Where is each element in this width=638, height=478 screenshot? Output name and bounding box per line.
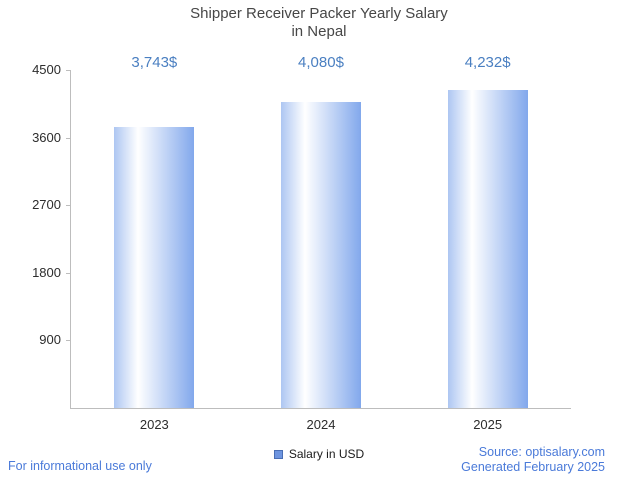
y-axis-tickmark bbox=[66, 205, 71, 207]
y-axis-label: 900 bbox=[39, 332, 61, 348]
legend-marker-icon bbox=[273, 449, 283, 459]
bar-2024 bbox=[281, 102, 361, 408]
y-axis-label: 2700 bbox=[32, 197, 61, 213]
y-axis-tickmark bbox=[66, 70, 71, 71]
x-axis-label: 2024 bbox=[306, 417, 336, 432]
disclaimer-text: For informational use only bbox=[8, 459, 152, 473]
x-axis-label: 2025 bbox=[473, 417, 503, 432]
plot-area: 900 1800 2700 3600 4500 3,743$ 2023 4,080$ 2024 4… bbox=[32, 54, 571, 432]
y-axis-tickmark bbox=[66, 340, 71, 342]
x-axis-label: 2023 bbox=[139, 417, 169, 432]
bar-value-label: 4,232$ bbox=[464, 54, 511, 71]
legend-label: Salary in USD bbox=[288, 447, 365, 461]
source-link[interactable]: Source: optisalary.com bbox=[478, 445, 605, 459]
bar-2025 bbox=[447, 90, 528, 408]
source-block: Source: optisalary.com Generated Februar… bbox=[461, 445, 605, 475]
legend: Salary in USD bbox=[0, 447, 638, 461]
y-axis-tickmark bbox=[66, 137, 71, 139]
y-axis-tickmark bbox=[66, 272, 71, 274]
chart-title: Shipper Receiver Packer Yearly Salary in… bbox=[0, 5, 638, 41]
chart-title-line1: Shipper Receiver Packer Yearly Salary bbox=[190, 5, 448, 22]
generated-text: Generated February 2025 bbox=[461, 460, 605, 474]
bar-value-label: 3,743$ bbox=[131, 54, 178, 71]
y-axis-label: 3600 bbox=[32, 129, 61, 145]
y-axis-label: 4500 bbox=[32, 62, 61, 77]
chart-title-line2: in Nepal bbox=[291, 23, 347, 40]
bar-value-label: 4,080$ bbox=[298, 54, 344, 71]
bar-2023 bbox=[114, 127, 195, 408]
y-axis-label: 1800 bbox=[32, 264, 61, 280]
